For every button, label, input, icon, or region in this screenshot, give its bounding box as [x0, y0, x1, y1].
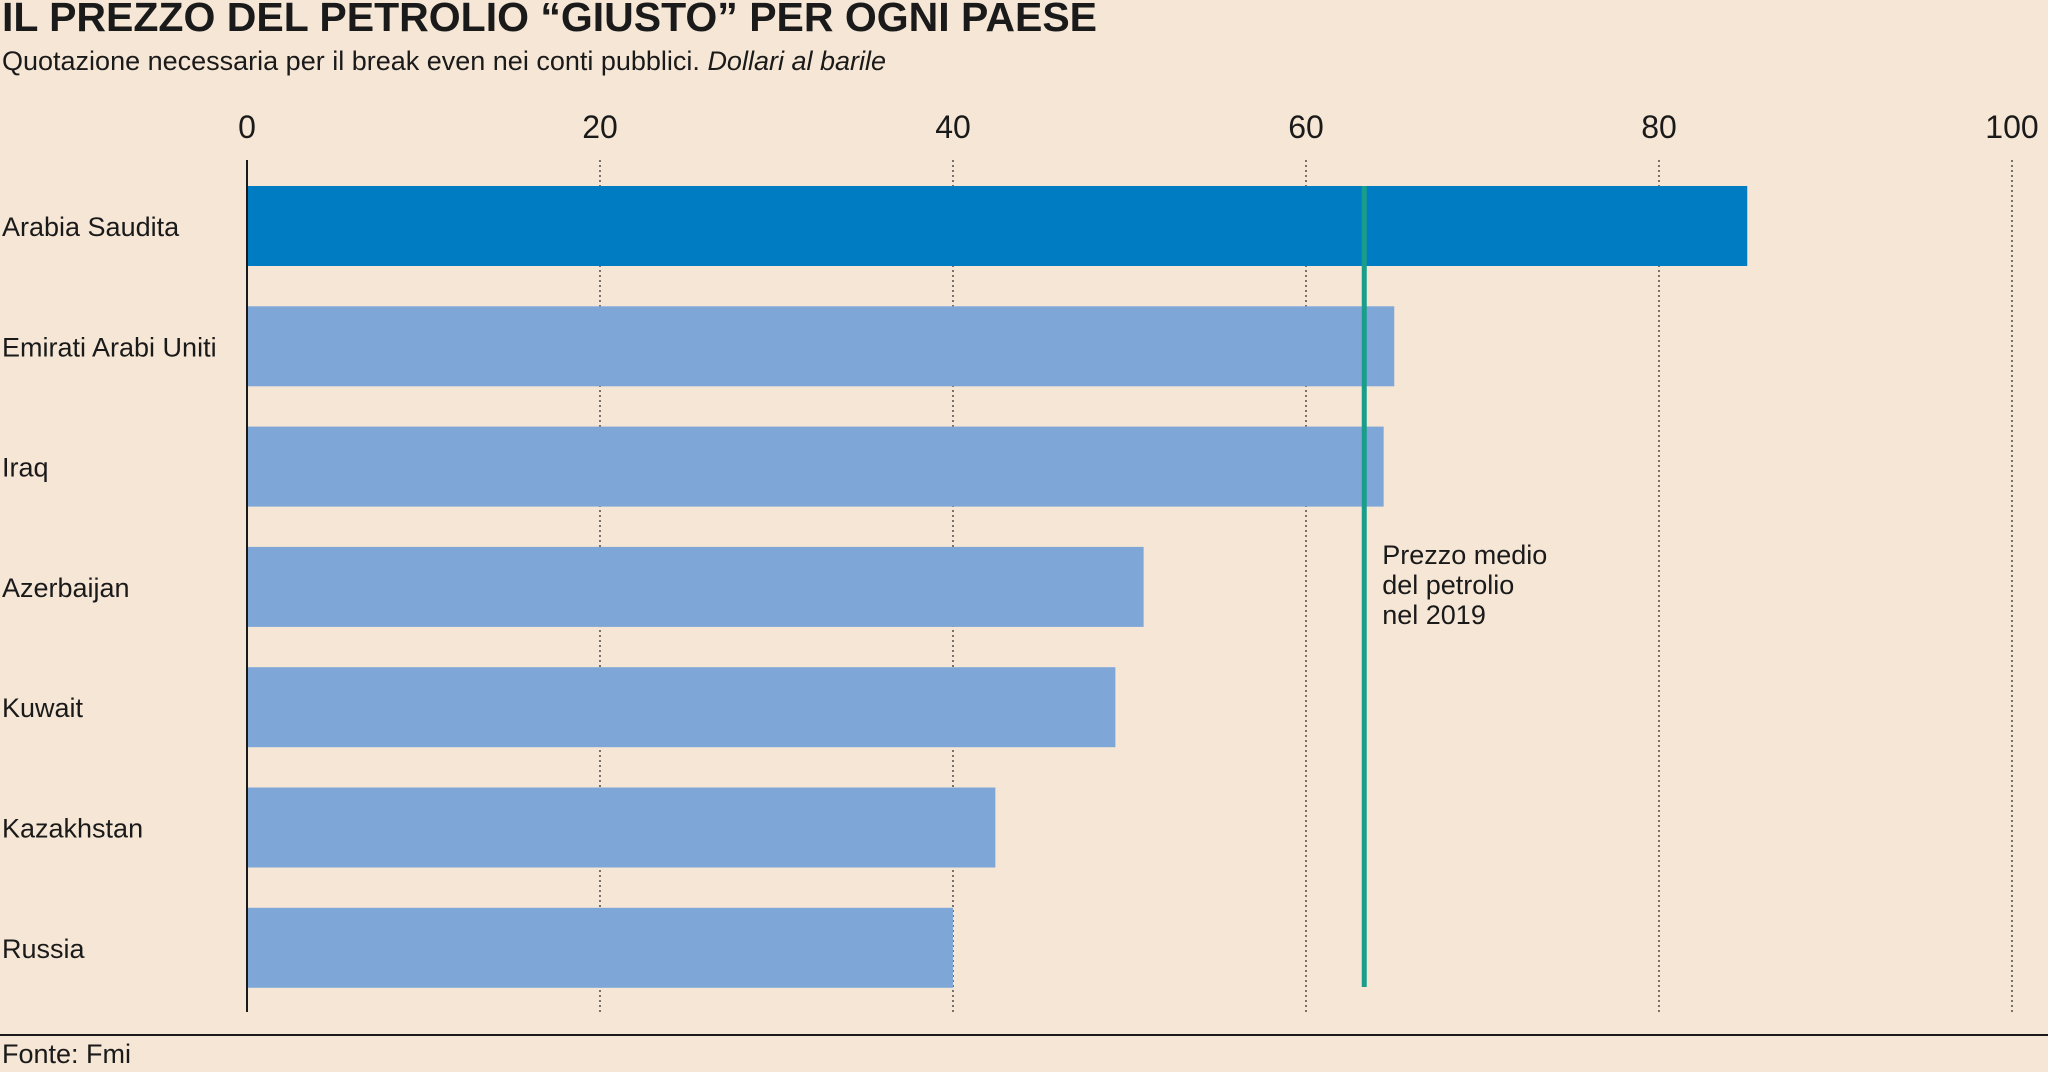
category-label: Kazakhstan	[2, 814, 143, 844]
category-label: Emirati Arabi Uniti	[2, 332, 217, 362]
x-tick-label: 80	[1641, 109, 1677, 145]
reference-line-label: nel 2019	[1382, 600, 1486, 630]
bar	[247, 306, 1395, 387]
x-tick-label: 60	[1288, 109, 1324, 145]
bar	[247, 426, 1384, 507]
reference-line-label: del petrolio	[1382, 570, 1514, 600]
category-label: Russia	[2, 934, 86, 964]
category-label: Arabia Saudita	[2, 212, 180, 242]
bar	[247, 186, 1748, 266]
x-tick-label: 0	[238, 109, 256, 145]
chart-title: IL PREZZO DEL PETROLIO “GIUSTO” PER OGNI…	[2, 0, 1098, 40]
reference-line-label: Prezzo medio	[1382, 540, 1547, 570]
bar	[247, 907, 953, 988]
bar	[247, 787, 996, 868]
x-tick-label: 40	[935, 109, 971, 145]
bar	[247, 546, 1144, 627]
source-note: Fonte: Fmi	[2, 1039, 132, 1069]
category-label: Kuwait	[2, 693, 84, 723]
subtitle-main: Quotazione necessaria per il break even …	[2, 46, 700, 76]
bar	[247, 667, 1116, 748]
chart-subtitle: Quotazione necessaria per il break even …	[2, 46, 886, 77]
category-label: Azerbaijan	[2, 573, 130, 603]
x-tick-label: 100	[1985, 109, 2038, 145]
category-label: Iraq	[2, 453, 49, 483]
x-tick-label: 20	[582, 109, 618, 145]
subtitle-unit: Dollari al barile	[707, 46, 887, 76]
